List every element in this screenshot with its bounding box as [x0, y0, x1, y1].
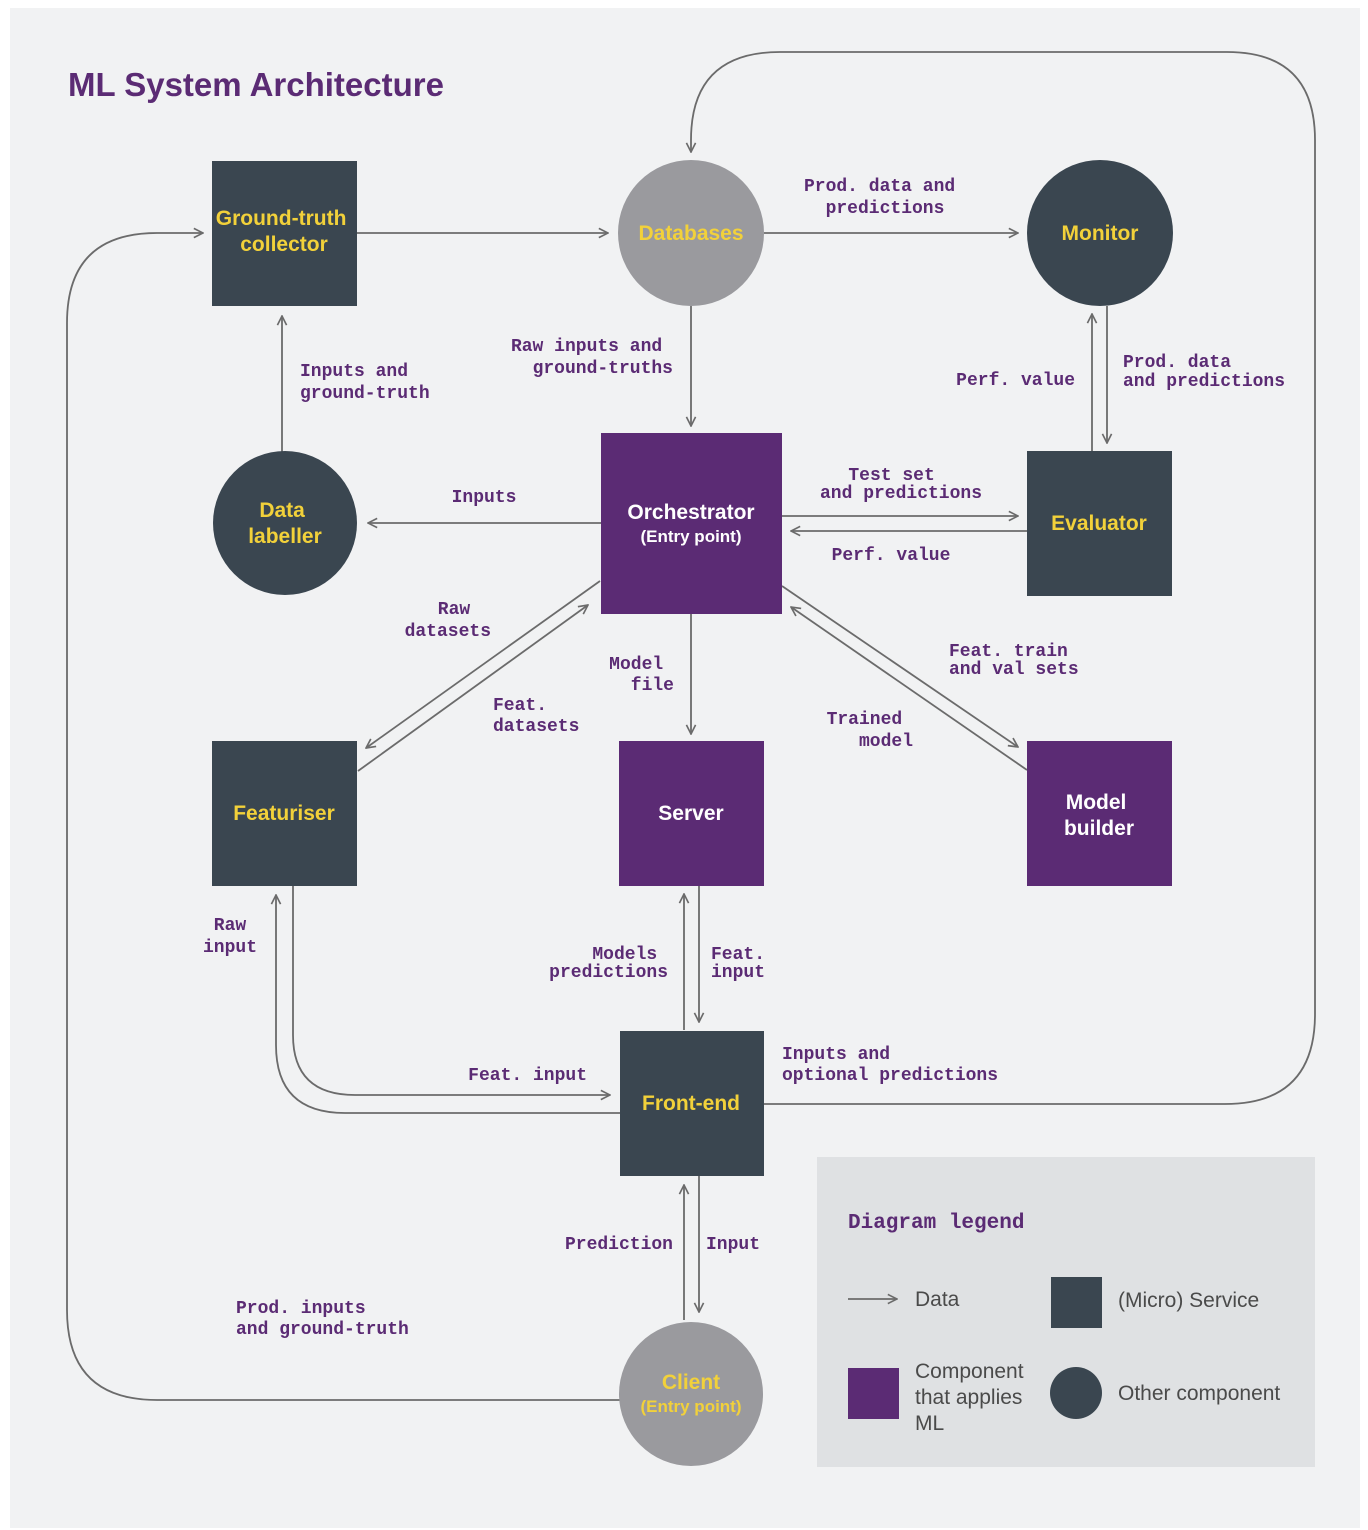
client-label: Client: [662, 1371, 720, 1394]
legend-other-swatch: [1050, 1367, 1102, 1419]
server-label: Server: [658, 802, 723, 825]
edge-frontend-to-databases: [691, 51, 1316, 1105]
edge-builder-to-orchestrator: [791, 607, 1028, 771]
edge-featuriser-to-orchestrator: [357, 605, 588, 772]
label-frontend-to-client: Prediction: [565, 1235, 673, 1255]
label-evaluator-to-monitor: Perf. value: [956, 371, 1075, 391]
evaluator-label: Evaluator: [1051, 512, 1147, 535]
model-builder-box: [1027, 741, 1172, 886]
legend-other-label: Other component: [1118, 1382, 1280, 1405]
label-orch-to-evaluator: Test set and predictions: [820, 466, 982, 504]
label-orch-to-labeller: Inputs: [452, 488, 517, 508]
edge-labels: Prod. data and predictions Raw inputs an…: [203, 177, 1285, 1340]
featuriser-label: Featuriser: [233, 802, 335, 825]
edge-orchestrator-to-builder: [781, 585, 1018, 747]
label-orch-to-featuriser: Raw datasets: [405, 600, 491, 642]
server-box: [619, 741, 764, 886]
label-frontend-to-server: Feat. input: [711, 945, 776, 983]
node-orchestrator: Orchestrator (Entry point): [601, 433, 782, 614]
node-front-end: Front-end: [620, 1031, 764, 1176]
label-featuriser-to-frontend: Feat. input: [468, 1066, 587, 1086]
edges: [66, 51, 1316, 1401]
databases-circle: [618, 160, 764, 306]
node-model-builder: Model builder: [1027, 741, 1172, 886]
orchestrator-label: Orchestrator: [627, 501, 754, 524]
label-frontend-to-featuriser: Raw input: [203, 916, 257, 958]
front-end-label: Front-end: [642, 1092, 740, 1115]
edge-client-to-gt: [66, 233, 620, 1401]
label-client-to-frontend: Input: [706, 1235, 760, 1255]
legend-service-label: (Micro) Service: [1118, 1289, 1259, 1312]
label-db-to-orchestrator: Raw inputs and ground-truths: [511, 337, 673, 379]
model-builder-label: Model builder: [1064, 791, 1134, 840]
monitor-circle: [1027, 160, 1173, 306]
legend-ml-swatch: [848, 1368, 899, 1419]
edge-frontend-to-featuriser: [276, 895, 620, 1114]
node-evaluator: Evaluator: [1027, 451, 1172, 596]
client-circle: [619, 1322, 763, 1466]
label-evaluator-to-orch: Perf. value: [832, 546, 951, 566]
diagram-title: ML System Architecture: [68, 66, 444, 103]
label-featuriser-to-orch: Feat. datasets: [493, 696, 579, 737]
featuriser-box: [212, 741, 357, 886]
label-server-to-frontend: Models predictions: [549, 945, 668, 983]
label-client-to-gt: Prod. inputs and ground-truth: [236, 1299, 409, 1340]
label-labeller-to-gt: Inputs and ground-truth: [300, 362, 430, 404]
node-ground-truth-collector: Ground-truth collector: [212, 161, 357, 306]
legend-service-swatch: [1051, 1277, 1102, 1328]
legend: Diagram legend Data (Micro) Service Comp…: [817, 1157, 1315, 1467]
node-data-labeller: Data labeller: [213, 451, 357, 595]
label-db-to-monitor: Prod. data and predictions: [804, 177, 966, 219]
label-monitor-to-evaluator: Prod. data and predictions: [1123, 353, 1285, 392]
data-labeller-circle: [213, 451, 357, 595]
client-sub: (Entry point): [640, 1397, 741, 1416]
data-labeller-label: Data labeller: [248, 499, 322, 548]
orchestrator-box: [601, 433, 782, 614]
edge-orchestrator-to-featuriser: [366, 580, 601, 748]
databases-label: Databases: [638, 222, 743, 245]
legend-title: Diagram legend: [848, 1212, 1024, 1235]
evaluator-box: [1027, 451, 1172, 596]
node-featuriser: Featuriser: [212, 741, 357, 886]
node-server: Server: [619, 741, 764, 886]
front-end-box: [620, 1031, 764, 1176]
orchestrator-sub: (Entry point): [640, 527, 741, 546]
node-client: Client (Entry point): [619, 1322, 763, 1466]
label-builder-to-orch: Trained model: [827, 710, 914, 752]
node-databases: Databases: [618, 160, 764, 306]
ground-truth-collector-box: [212, 161, 357, 306]
label-orch-to-builder: Feat. train and val sets: [949, 642, 1079, 680]
label-orch-to-server: Model file: [609, 655, 674, 696]
legend-data-label: Data: [915, 1288, 960, 1311]
legend-ml-label: Component that applies ML: [915, 1360, 1029, 1435]
node-monitor: Monitor: [1027, 160, 1173, 306]
label-frontend-to-db: Inputs and optional predictions: [782, 1045, 998, 1086]
edge-featuriser-to-frontend: [292, 886, 610, 1095]
ground-truth-collector-label: Ground-truth collector: [216, 207, 352, 256]
monitor-label: Monitor: [1062, 222, 1139, 245]
